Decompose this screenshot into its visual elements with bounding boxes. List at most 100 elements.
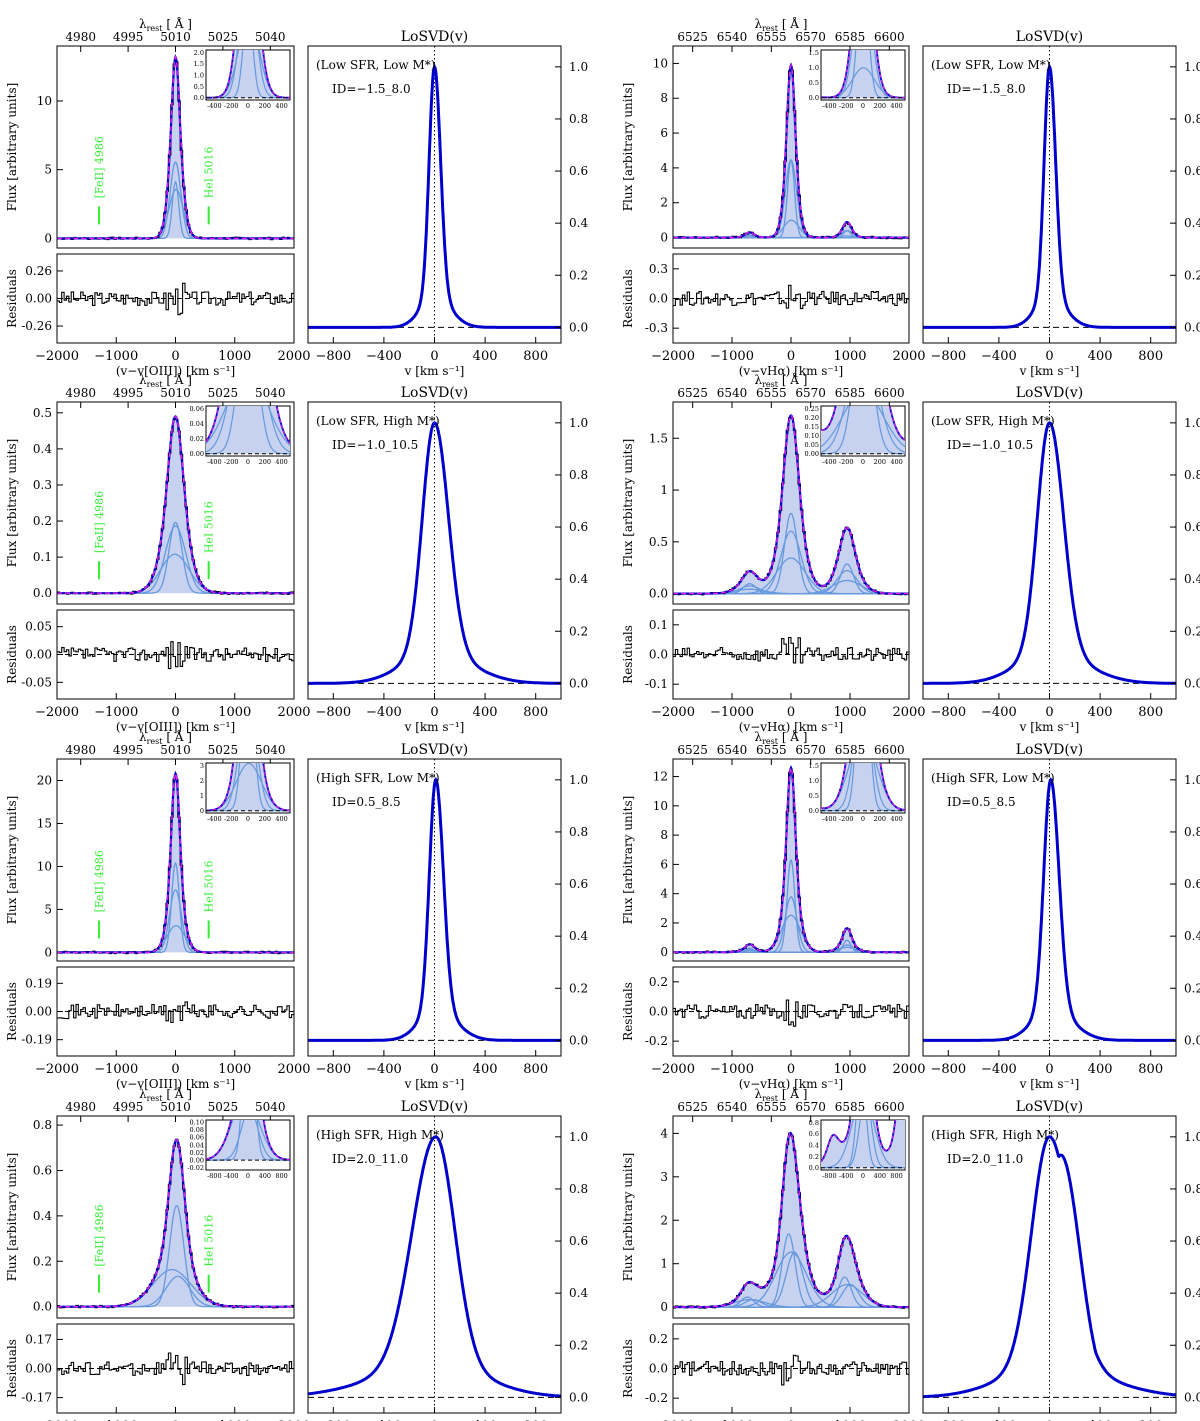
inset-zoom: 0 1 2 3 -400 -200 0 200 400	[200, 762, 291, 823]
lambda-subscript: rest	[147, 380, 164, 389]
inset-xtick-label: 800	[890, 1172, 902, 1180]
residual-ytick-label: 0.1	[649, 618, 668, 632]
residual-histogram	[57, 282, 294, 316]
inset-fill	[821, 763, 905, 811]
inset-model-dashed	[821, 50, 905, 99]
top-tick-label: 4980	[65, 743, 96, 757]
inset-xtick-label: -200	[839, 102, 854, 110]
offset-xtick-label: 0	[171, 1062, 179, 1077]
losvd-ytick-label: 0.4	[569, 572, 588, 586]
residual-histogram	[57, 641, 294, 670]
inset-xtick-label: 200	[259, 458, 271, 466]
residuals-ylabel: Residuals	[5, 982, 19, 1041]
flux-ylabel: Flux [arbitrary units]	[621, 1153, 635, 1282]
inset-component	[821, 406, 905, 455]
sample-id: ID=−1.0_10.5	[332, 438, 418, 452]
inset-ytick-label: 1.5	[194, 60, 204, 68]
inset-xtick-label: 400	[275, 815, 287, 823]
inset-content	[206, 763, 290, 812]
offset-xtick-label: 2000	[892, 705, 925, 720]
inset-xtick-label: 0	[861, 458, 865, 466]
lambda-unit: [ Å ]	[163, 372, 192, 387]
inset-xtick-label: 200	[874, 458, 886, 466]
losvd-ytick-label: 0.6	[1184, 520, 1200, 534]
lambda-axis-label: λrest [ Å ]	[755, 372, 808, 389]
losvd-xtick-label: 800	[523, 1062, 548, 1077]
offset-xtick-label: −2000	[651, 1419, 695, 1421]
inset-ytick-label: 0.0	[809, 1164, 819, 1172]
top-tick-label: 6525	[677, 743, 708, 757]
offset-xtick-label: 2000	[892, 1419, 925, 1421]
top-tick-label: 6600	[874, 30, 905, 44]
flux-ytick-label: 8	[660, 828, 668, 842]
losvd-xtick-label: −800	[930, 1062, 966, 1077]
model-dashed-line	[673, 63, 909, 239]
flux-ytick-label: 4	[660, 887, 668, 901]
flux-ylabel: Flux [arbitrary units]	[621, 439, 635, 568]
sample-title: (High SFR, Low M*)	[316, 771, 440, 785]
inset-ytick-label: 0.25	[805, 405, 819, 413]
inset-ytick-label: 0.02	[190, 1149, 204, 1157]
losvd-ytick-label: 0.0	[569, 1390, 588, 1404]
flux-ytick-label: 5	[44, 163, 52, 177]
lambda-symbol: λ	[139, 730, 147, 744]
lambda-subscript: rest	[147, 1094, 164, 1103]
lambda-symbol: λ	[755, 373, 763, 387]
inset-xtick-label: 0	[246, 1172, 250, 1180]
losvd-curve	[307, 1135, 561, 1398]
inset-xtick-label: -800	[822, 1172, 837, 1180]
residuals-ylabel: Residuals	[621, 1339, 635, 1398]
top-tick-label: 6585	[835, 743, 866, 757]
inset-model-dashed	[821, 1120, 896, 1162]
losvd-xlabel: v [km s⁻¹]	[404, 1077, 465, 1091]
offset-xtick-label: 2000	[277, 1419, 310, 1421]
inset-ytick-label: 0.00	[190, 450, 204, 458]
losvd-ytick-label: 0.6	[1184, 877, 1200, 891]
inset-xtick-label: -400	[207, 815, 222, 823]
losvd-ytick-label: 0.0	[1184, 1033, 1200, 1047]
inset-ytick-label: 1	[200, 792, 204, 800]
lambda-axis-label: λrest [ Å ]	[139, 729, 192, 746]
inset-zoom: 0.0 0.5 1.0 1.5 -400 -200 0 200 400	[809, 762, 906, 823]
flux-ylabel: Flux [arbitrary units]	[621, 83, 635, 212]
losvd-xtick-label: 0	[430, 1419, 438, 1421]
spectrum-frame	[672, 1115, 910, 1319]
losvd-curve	[308, 62, 561, 329]
flux-ytick-label: 1	[660, 1257, 668, 1271]
flux-ytick-label: 10	[653, 56, 668, 70]
flux-ytick-label: 2	[660, 1213, 668, 1227]
inset-xtick-label: -800	[207, 1172, 222, 1180]
panel-halpha-row-1: 6525 6540 6555 6570 6585 6600 λrest [ Å ] 0 2 4 6 8…	[621, 16, 1200, 378]
inset-xtick-label: -200	[839, 815, 854, 823]
inset-content	[206, 406, 290, 455]
flux-ytick-label: 0	[660, 1300, 668, 1314]
inset-ytick-label: 0.05	[805, 441, 819, 449]
inset-ytick-label: 0.04	[190, 420, 204, 428]
flux-ytick-label: 6	[660, 126, 668, 140]
losvd-xlabel: v [km s⁻¹]	[1019, 364, 1080, 378]
lambda-axis-label: λrest [ Å ]	[755, 16, 808, 33]
offset-xtick-label: 0	[787, 705, 795, 720]
inset-xtick-label: 0	[246, 102, 250, 110]
losvd-ytick-label: 0.0	[1184, 1390, 1200, 1404]
top-tick-label: 5010	[160, 386, 191, 400]
losvd-ytick-label: 0.2	[569, 981, 588, 995]
sample-title: (Low SFR, High M*)	[931, 414, 1055, 428]
losvd-xtick-label: 800	[1138, 705, 1163, 720]
offset-xtick-label: 0	[787, 349, 795, 364]
losvd-xtick-label: −800	[315, 349, 351, 364]
lambda-subscript: rest	[147, 737, 164, 746]
inset-content	[206, 1120, 290, 1161]
spectrum-frame	[56, 45, 295, 249]
inset-xtick-label: -200	[224, 102, 239, 110]
offset-xtick-label: 1000	[218, 705, 251, 720]
top-tick-label: 5025	[208, 1100, 239, 1114]
offset-xtick-label: 2000	[277, 1062, 310, 1077]
flux-ytick-label: 20	[37, 773, 52, 787]
inset-ytick-label: 0.06	[190, 405, 204, 413]
inset-ytick-label: 1.5	[809, 762, 819, 770]
flux-ylabel: Flux [arbitrary units]	[5, 83, 19, 212]
sample-title: (High SFR, Low M*)	[931, 771, 1055, 785]
losvd-ytick-label: 0.8	[1184, 825, 1200, 839]
top-tick-label: 6570	[795, 30, 826, 44]
